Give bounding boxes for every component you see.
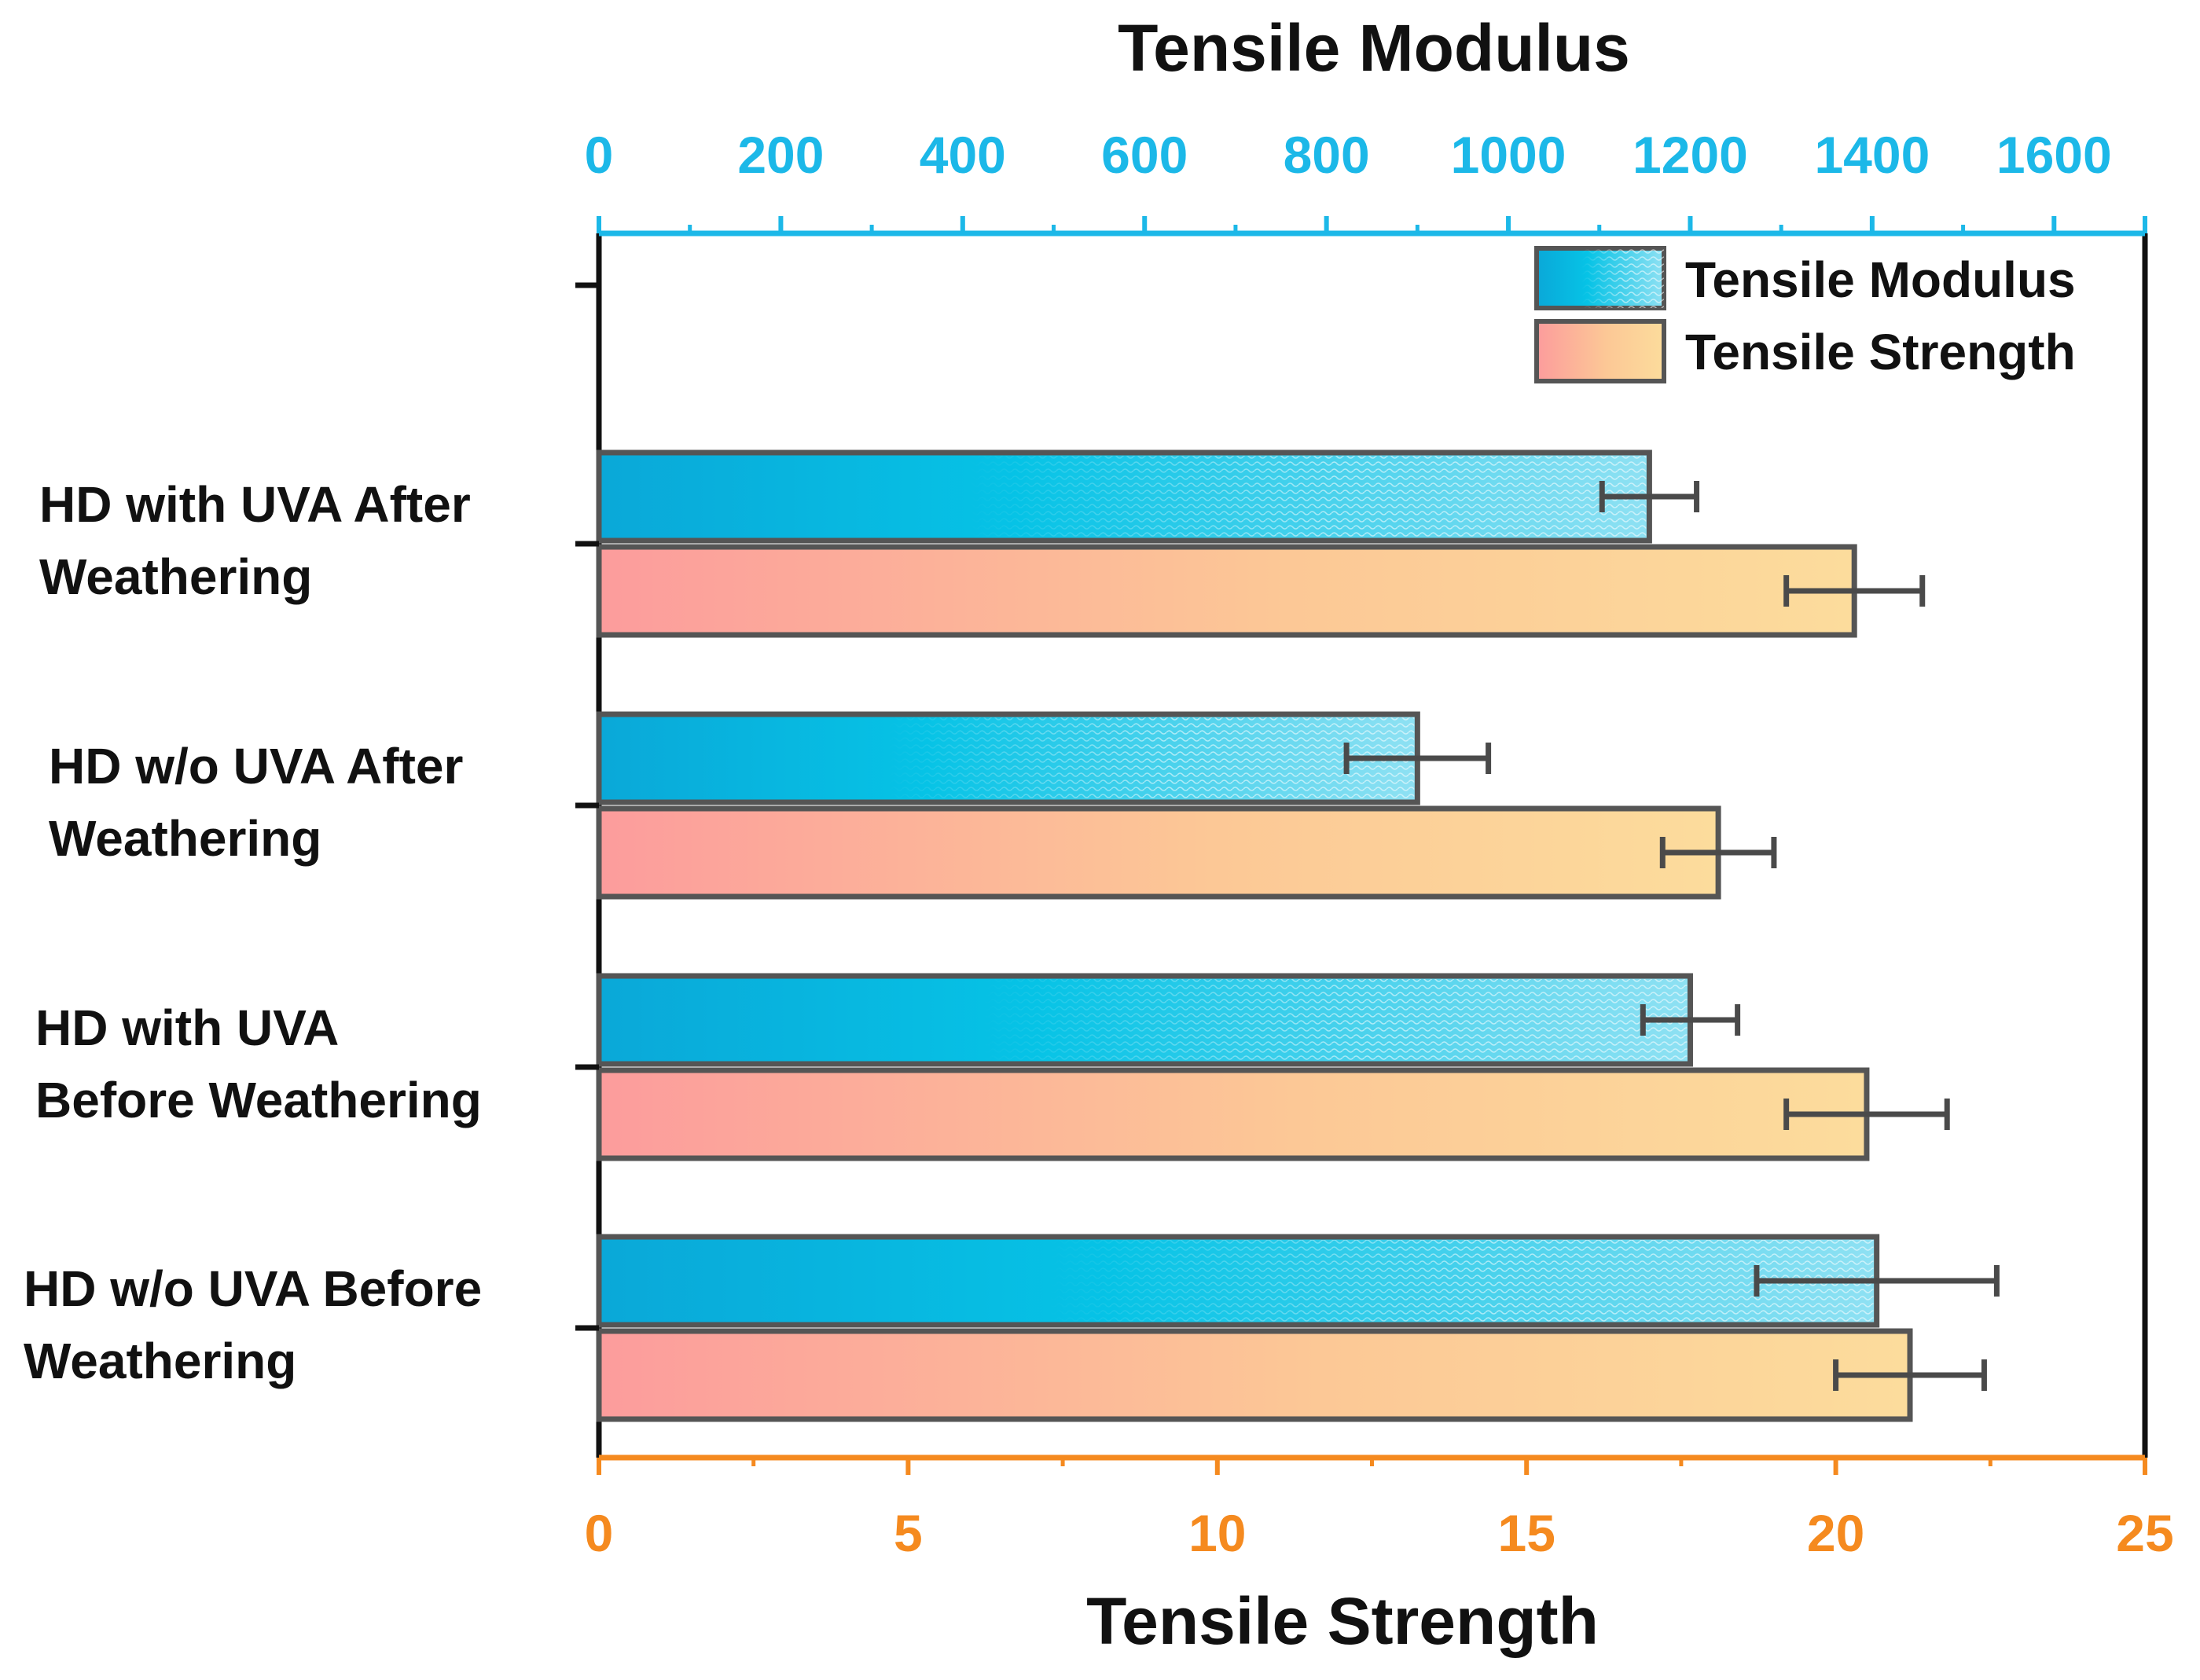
bottom-axis-title: Tensile Strength	[1086, 1584, 1599, 1658]
top-axis-tick-label: 800	[1284, 126, 1370, 184]
bar-tensile-modulus-texture	[602, 456, 1647, 537]
legend-swatch-modulus-texture	[1537, 248, 1664, 308]
top-axis-tick-label: 200	[737, 126, 824, 184]
top-axis-tick-label: 400	[920, 126, 1006, 184]
legend-label-strength: Tensile Strength	[1685, 324, 2076, 380]
bar-tensile-modulus-texture	[602, 979, 1688, 1061]
top-axis-tick-label: 0	[585, 126, 614, 184]
top-axis-tick-label: 1200	[1633, 126, 1748, 184]
bottom-axis-tick-label: 10	[1188, 1504, 1246, 1562]
bottom-axis-tick-label: 5	[894, 1504, 923, 1562]
bar-tensile-strength	[596, 544, 1857, 638]
bar-tensile-strength	[596, 1067, 1870, 1161]
category-label: HD with UVA After	[39, 476, 471, 533]
bar-tensile-strength	[596, 805, 1721, 900]
category-label: HD w/o UVA Before	[24, 1260, 482, 1317]
top-axis-tick-label: 1000	[1451, 126, 1566, 184]
top-axis-tick-label: 1400	[1814, 126, 1930, 184]
top-axis-title: Tensile Modulus	[1118, 11, 1630, 85]
legend-label-modulus: Tensile Modulus	[1685, 251, 2076, 308]
category-label: Weathering	[24, 1333, 296, 1389]
bar-tensile-modulus-texture	[602, 717, 1415, 799]
category-label: HD with UVA	[35, 1000, 339, 1056]
error-bars	[1343, 481, 2000, 1391]
bottom-axis-tick-label: 15	[1497, 1504, 1555, 1562]
category-label: Weathering	[49, 810, 321, 867]
legend-swatch-strength	[1534, 319, 1666, 383]
category-label: Weathering	[39, 548, 312, 605]
category-label: HD w/o UVA After	[49, 738, 463, 794]
bar-tensile-modulus-texture	[602, 1240, 1874, 1322]
bottom-axis-tick-label: 25	[2116, 1504, 2173, 1562]
top-axis-tick-label: 1600	[1996, 126, 2112, 184]
bars	[596, 449, 1913, 1422]
bottom-axis-tick-label: 20	[1807, 1504, 1864, 1562]
legend: Tensile Modulus Tensile Strength	[1534, 246, 2076, 383]
bar-tensile-strength	[596, 1328, 1913, 1422]
bottom-axis-tick-label: 0	[585, 1504, 614, 1562]
axes: 0 200 400 600 800 1000 1200 1400 1600 0 5 10 15 20 25 H…	[24, 126, 2174, 1562]
category-label: Before Weathering	[35, 1072, 482, 1128]
top-axis-tick-label: 600	[1101, 126, 1188, 184]
